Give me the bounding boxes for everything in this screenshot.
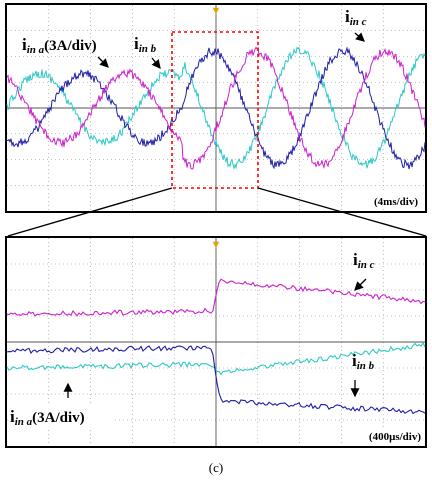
top-trace-i-in-a xyxy=(6,46,426,171)
top-arrow-a xyxy=(97,56,109,68)
bottom-arrow-c xyxy=(354,278,367,291)
top-scope-traces xyxy=(6,46,426,171)
bottom-trace-i-in-c xyxy=(6,278,426,317)
bottom-label-a-box xyxy=(8,406,114,428)
bottom-trace-i-in-b xyxy=(6,345,426,415)
bottom-scope-traces xyxy=(6,278,426,415)
top-label-b: iin b xyxy=(134,34,157,55)
figure-caption: (c) xyxy=(209,460,223,475)
bottom-time-div-box xyxy=(348,428,424,444)
bottom-label-a: iin a(3A/div) xyxy=(10,407,85,428)
bottom-scope-panel: ▼ iin c iin b iin a(3A/div) (400μs/div) xyxy=(5,236,427,448)
top-scope-panel: ▼ iin a(3A/div) iin b iin c (4ms/div) xyxy=(5,3,427,213)
bottom-label-b: iin b xyxy=(352,351,375,372)
top-trace-i-in-c xyxy=(6,46,426,170)
top-label-a: iin a(3A/div) xyxy=(22,35,97,56)
bottom-trace-i-in-a xyxy=(6,341,426,376)
top-time-div-box xyxy=(352,193,422,208)
bottom-time-div: (400μs/div) xyxy=(369,431,421,443)
top-time-div: (4ms/div) xyxy=(374,196,418,208)
zoom-connector-right xyxy=(257,187,427,237)
top-trace-i-in-b xyxy=(6,46,426,170)
top-arrow-c xyxy=(354,32,365,42)
bottom-label-c: iin c xyxy=(353,250,375,271)
bottom-trigger-marker: ▼ xyxy=(211,239,222,251)
zoom-connector-left xyxy=(7,187,173,237)
top-label-c: iin c xyxy=(345,7,367,28)
top-trigger-marker: ▼ xyxy=(211,5,222,17)
top-arrow-b xyxy=(151,57,161,70)
zoom-selection-box xyxy=(171,31,259,189)
